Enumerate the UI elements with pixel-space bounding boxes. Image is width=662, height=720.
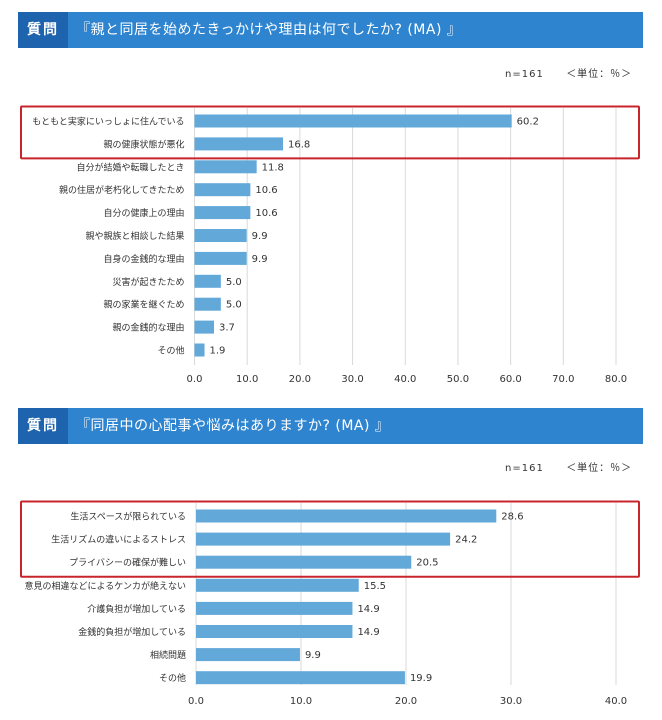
data-label: 14.9 — [357, 627, 379, 638]
bar — [194, 297, 221, 311]
bar — [196, 532, 451, 546]
question-text: 『親と同居を始めたきっかけや理由は何でしたか? (MA) 』 — [76, 22, 462, 38]
category-label: 災害が起きたため — [112, 276, 184, 288]
x-tick-label: 10.0 — [290, 696, 312, 707]
data-label: 10.6 — [255, 208, 277, 219]
category-label: 自分の健康上の理由 — [103, 207, 184, 219]
data-label: 14.9 — [357, 604, 379, 615]
bar — [194, 251, 247, 265]
data-label: 20.5 — [416, 558, 438, 569]
data-label: 11.8 — [262, 162, 284, 173]
data-label: 5.0 — [226, 300, 242, 311]
data-label: 24.2 — [455, 535, 477, 546]
x-tick-label: 0.0 — [187, 374, 203, 385]
unit-label: ＜単位：％＞ — [566, 463, 633, 474]
unit-label: ＜単位：％＞ — [566, 69, 633, 80]
question-header-1: 質問 『親と同居を始めたきっかけや理由は何でしたか? (MA) 』 — [18, 12, 643, 48]
bar — [194, 114, 512, 128]
category-label: その他 — [159, 672, 186, 684]
data-label: 28.6 — [501, 512, 523, 523]
category-label: 生活リズムの違いによるストレス — [51, 534, 186, 546]
x-tick-label: 60.0 — [499, 374, 521, 385]
data-label: 10.6 — [255, 185, 277, 196]
data-label: 9.9 — [252, 231, 268, 242]
category-label: 親や親族と相談した結果 — [85, 230, 184, 242]
category-label: 親の金銭的な理由 — [112, 322, 184, 334]
x-tick-label: 40.0 — [394, 374, 416, 385]
x-tick-label: 20.0 — [395, 696, 417, 707]
data-label: 9.9 — [305, 650, 321, 661]
data-label: 9.9 — [252, 254, 268, 265]
data-label: 5.0 — [226, 277, 242, 288]
bar — [196, 648, 300, 662]
category-label: 生活スペースが限られている — [70, 511, 186, 523]
question-text: 『同居中の心配事や悩みはありますか? (MA) 』 — [76, 418, 390, 434]
data-label: 1.9 — [210, 346, 226, 357]
sample-size: n=161 — [505, 69, 544, 80]
question-header-2: 質問 『同居中の心配事や悩みはありますか? (MA) 』 — [18, 408, 643, 444]
bar — [194, 229, 247, 242]
chart-meta-1: n=161 ＜単位：％＞ — [505, 65, 645, 80]
x-tick-label: 0.0 — [188, 696, 204, 707]
highlight-box — [20, 500, 640, 578]
x-tick-label: 40.0 — [605, 696, 627, 707]
sample-size: n=161 — [505, 463, 544, 474]
highlight-box — [20, 105, 640, 160]
category-label: 介護負担が増加している — [87, 603, 186, 615]
chart-meta-2: n=161 ＜単位：％＞ — [505, 459, 645, 474]
category-label: 意見の相違などによるケンカが絶えない — [25, 580, 186, 592]
category-label: 金銭的負担が増加している — [78, 626, 186, 638]
category-label: もともと実家にいっしょに住んでいる — [32, 116, 184, 128]
data-label: 19.9 — [410, 673, 432, 684]
data-label: 60.2 — [517, 117, 539, 128]
bar — [194, 183, 251, 197]
bar — [194, 274, 221, 288]
bar — [194, 160, 257, 174]
bar — [196, 578, 359, 592]
category-label: 親の健康状態が悪化 — [103, 138, 184, 150]
x-tick-label: 30.0 — [341, 374, 363, 385]
data-label: 3.7 — [219, 323, 235, 334]
data-label: 15.5 — [364, 581, 386, 592]
question-tag: 質問 — [18, 12, 68, 48]
x-tick-label: 30.0 — [500, 696, 522, 707]
category-label: 相続問題 — [150, 649, 186, 661]
category-label: 親の家業を継ぐため — [103, 299, 184, 311]
bar — [194, 343, 205, 357]
question-tag: 質問 — [18, 408, 68, 444]
category-label: 自身の金銭的な理由 — [103, 253, 184, 265]
bar — [196, 509, 497, 523]
x-tick-label: 80.0 — [605, 374, 627, 385]
bar — [194, 206, 251, 220]
bar-chart-2: 0.0 10.0 20.0 30.0 40.0 生活スペースが限られている 28.6 生活リズ… — [20, 500, 640, 707]
x-tick-label: 70.0 — [552, 374, 574, 385]
bar — [194, 137, 284, 151]
x-tick-label: 50.0 — [447, 374, 469, 385]
x-tick-label: 10.0 — [236, 374, 258, 385]
category-label: 親の住居が老朽化してきたため — [59, 184, 184, 196]
category-label: プライバシーの確保が難しい — [69, 557, 186, 569]
category-label: 自分が結婚や転職したとき — [76, 161, 184, 173]
bar — [196, 671, 405, 685]
bar — [196, 601, 353, 615]
data-label: 16.8 — [288, 139, 310, 150]
bar — [196, 555, 412, 569]
bar-chart-1: 0.0 10.0 20.0 30.0 40.0 50.0 60.0 70.0 80.0 もともと実… — [20, 105, 640, 385]
x-tick-label: 20.0 — [289, 374, 311, 385]
bar — [194, 320, 214, 334]
bar — [196, 625, 353, 638]
category-label: その他 — [157, 345, 184, 357]
